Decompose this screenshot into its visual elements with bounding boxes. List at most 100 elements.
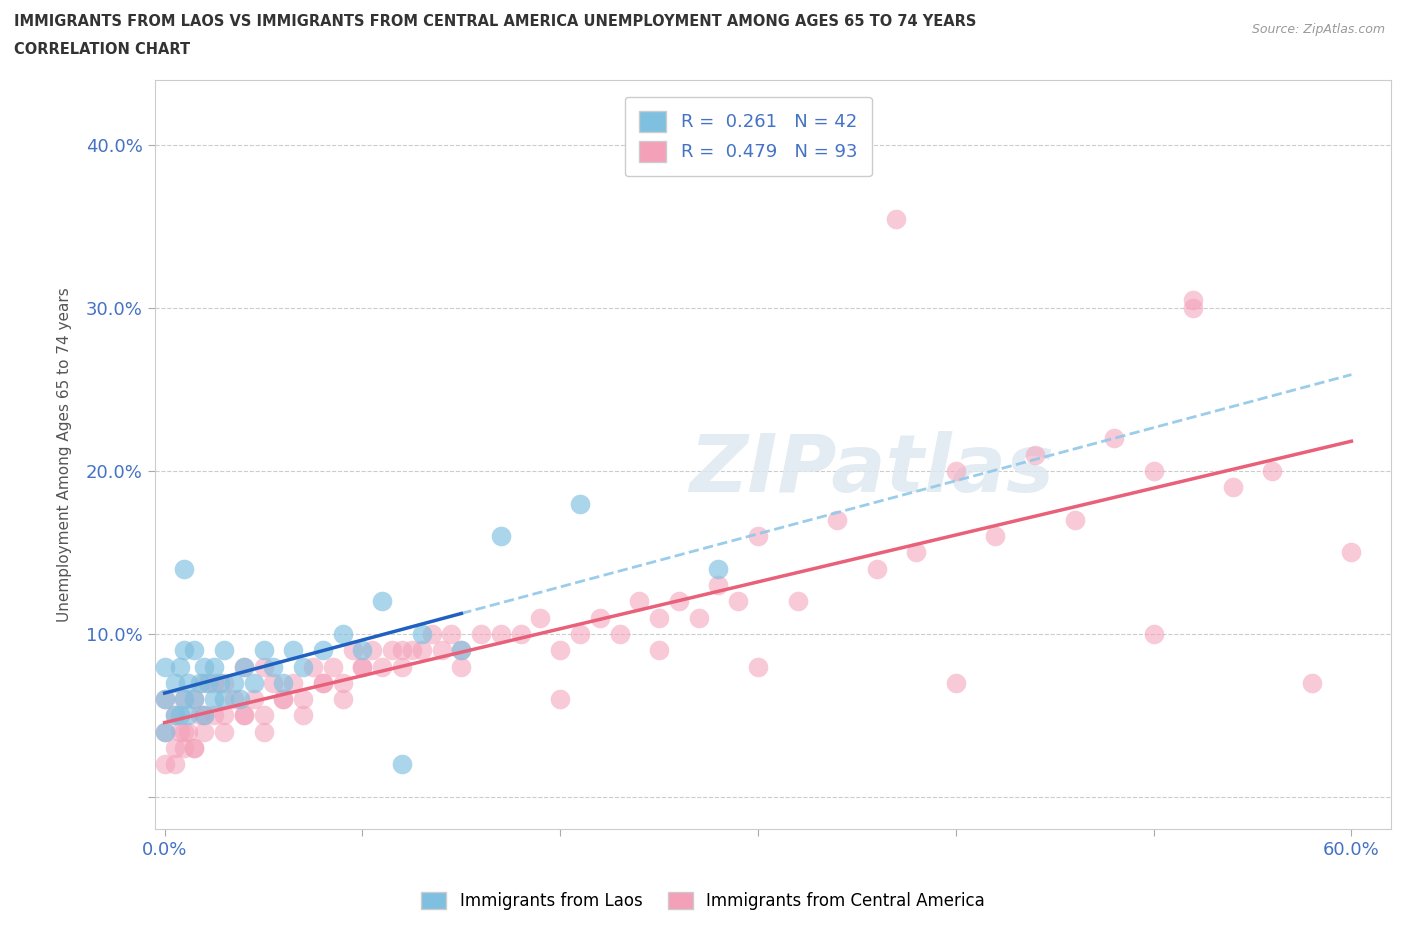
Point (688, 610, 710, 625)
Point (548, 692, 571, 707)
Point (420, 627, 443, 642)
Text: ZIPatlas: ZIPatlas (689, 431, 1054, 509)
Point (153, 757, 176, 772)
Point (332, 692, 354, 707)
Point (312, 643, 335, 658)
Point (707, 562, 730, 577)
Point (177, 708, 200, 723)
Point (232, 708, 254, 723)
Point (1301, 675, 1323, 690)
Point (229, 692, 252, 707)
Point (440, 627, 463, 642)
Point (381, 643, 404, 658)
Point (411, 627, 433, 642)
Point (292, 692, 315, 707)
Point (232, 659, 254, 674)
Point (747, 529, 769, 544)
Point (322, 659, 344, 674)
Point (183, 692, 205, 707)
Point (197, 675, 219, 690)
Point (589, 610, 612, 625)
Point (208, 675, 231, 690)
Point (283, 643, 305, 658)
Point (569, 497, 592, 512)
Point (509, 627, 531, 642)
Point (489, 529, 512, 544)
Point (202, 659, 225, 674)
Point (242, 675, 264, 690)
Legend: R =  0.261   N = 42, R =  0.479   N = 93: R = 0.261 N = 42, R = 0.479 N = 93 (624, 97, 872, 177)
Point (222, 675, 245, 690)
Point (193, 708, 215, 723)
Point (193, 724, 215, 739)
Point (163, 757, 186, 772)
Point (648, 643, 671, 658)
Point (262, 659, 284, 674)
Point (391, 659, 413, 674)
Text: IMMIGRANTS FROM LAOS VS IMMIGRANTS FROM CENTRAL AMERICA UNEMPLOYMENT AMONG AGES : IMMIGRANTS FROM LAOS VS IMMIGRANTS FROM … (14, 14, 976, 29)
Point (332, 627, 354, 642)
Point (273, 692, 295, 707)
Point (169, 724, 191, 739)
Point (628, 594, 651, 609)
Point (153, 724, 176, 739)
Point (202, 692, 225, 707)
Point (391, 757, 413, 772)
Point (163, 675, 186, 690)
Point (430, 643, 453, 658)
Point (193, 675, 215, 690)
Point (401, 643, 423, 658)
Point (984, 529, 1007, 544)
Point (173, 562, 195, 577)
Point (283, 675, 305, 690)
Point (188, 675, 211, 690)
Point (252, 724, 274, 739)
Point (169, 659, 191, 674)
Point (153, 692, 176, 707)
Point (886, 211, 908, 226)
Point (668, 594, 690, 609)
Point (193, 659, 215, 674)
Point (252, 659, 274, 674)
Point (1143, 627, 1166, 642)
Point (169, 708, 191, 723)
Point (1222, 480, 1244, 495)
Point (212, 692, 235, 707)
Point (242, 692, 264, 707)
Point (352, 643, 374, 658)
Point (193, 708, 215, 723)
Point (609, 627, 631, 642)
Point (222, 692, 245, 707)
Point (332, 675, 354, 690)
Point (411, 643, 433, 658)
Point (262, 675, 284, 690)
Point (569, 627, 592, 642)
Point (352, 659, 374, 674)
Text: CORRELATION CHART: CORRELATION CHART (14, 42, 190, 57)
Point (470, 627, 492, 642)
Legend: Immigrants from Laos, Immigrants from Central America: Immigrants from Laos, Immigrants from Ce… (415, 885, 991, 917)
Point (252, 643, 274, 658)
Point (252, 708, 274, 723)
Point (371, 659, 394, 674)
Point (312, 675, 335, 690)
Point (177, 724, 200, 739)
Point (1340, 545, 1362, 560)
Point (1261, 463, 1284, 478)
Point (945, 463, 967, 478)
Point (747, 659, 769, 674)
Point (548, 643, 571, 658)
Point (232, 659, 254, 674)
Point (866, 562, 889, 577)
Point (183, 740, 205, 755)
Y-axis label: Unemployment Among Ages 65 to 74 years: Unemployment Among Ages 65 to 74 years (58, 287, 72, 622)
Point (163, 708, 186, 723)
Point (302, 659, 325, 674)
Point (232, 708, 254, 723)
Point (292, 708, 315, 723)
Point (153, 659, 176, 674)
Point (163, 740, 186, 755)
Point (212, 643, 235, 658)
Point (1182, 293, 1205, 308)
Point (163, 708, 186, 723)
